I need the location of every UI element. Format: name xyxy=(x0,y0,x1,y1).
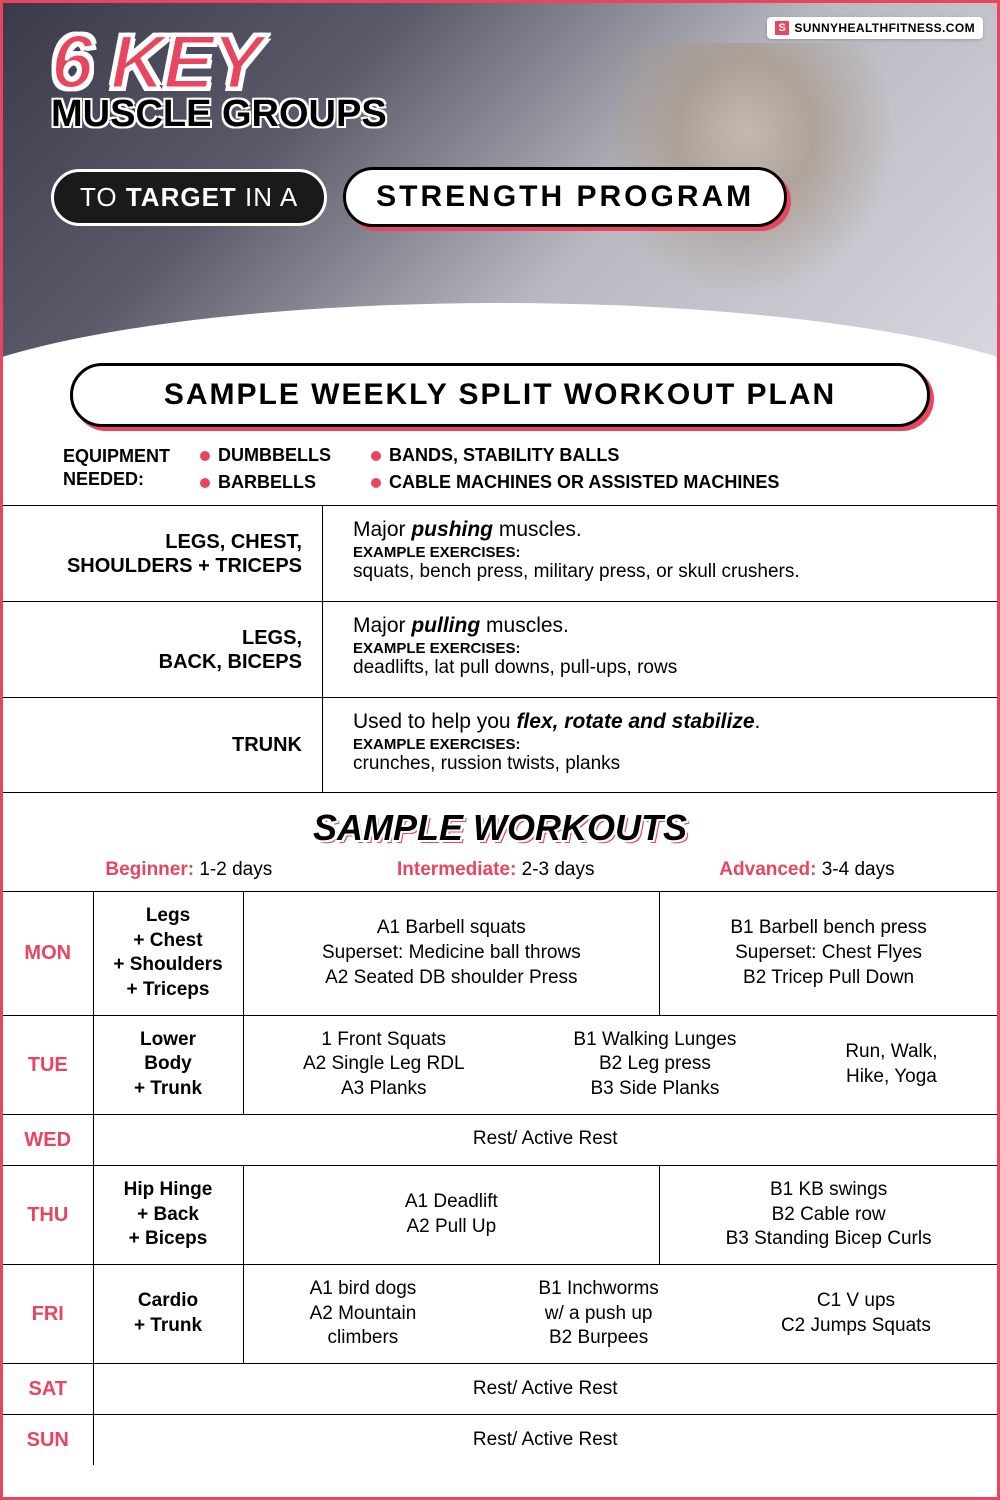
workout-cell: B1 Barbell bench press Superset: Chest F… xyxy=(660,892,997,1016)
level-advanced: Advanced: 3-4 days xyxy=(719,859,894,881)
equipment-col2: BANDS, STABILITY BALLS CABLE MACHINES OR… xyxy=(371,445,779,493)
examples-label: EXAMPLE EXERCISES: xyxy=(353,736,967,753)
day-cell: TUE xyxy=(3,1015,93,1114)
table-row: THU Hip Hinge + Back + Biceps A1 Deadlif… xyxy=(3,1165,997,1264)
group-row: TRUNK Used to help you flex, rotate and … xyxy=(3,697,997,793)
bullet-icon xyxy=(200,478,210,488)
group-name: TRUNK xyxy=(3,698,323,792)
table-row: SAT Rest/ Active Rest xyxy=(3,1363,997,1414)
day-cell: FRI xyxy=(3,1264,93,1363)
day-cell: WED xyxy=(3,1114,93,1165)
table-row: MON Legs + Chest + Shoulders + Triceps A… xyxy=(3,892,997,1016)
brand-watermark: S SUNNYHEALTHFITNESS.COM xyxy=(767,17,983,39)
infographic-container: S SUNNYHEALTHFITNESS.COM 6 KEY MUSCLE GR… xyxy=(0,0,1000,1500)
group-name: LEGS, BACK, BICEPS xyxy=(3,602,323,697)
hero-section: S SUNNYHEALTHFITNESS.COM 6 KEY MUSCLE GR… xyxy=(3,3,997,383)
workout-cell: B1 KB swings B2 Cable row B3 Standing Bi… xyxy=(660,1165,997,1264)
title-block: 6 KEY MUSCLE GROUPS xyxy=(51,29,387,136)
examples-list: squats, bench press, military press, or … xyxy=(353,561,967,583)
group-desc: Major pushing muscles. xyxy=(353,518,967,542)
level-beginner: Beginner: 1-2 days xyxy=(105,859,272,881)
day-cell: SAT xyxy=(3,1363,93,1414)
rest-cell: Rest/ Active Rest xyxy=(93,1363,997,1414)
group-row: LEGS, CHEST, SHOULDERS + TRICEPS Major p… xyxy=(3,505,997,601)
levels-row: Beginner: 1-2 days Intermediate: 2-3 day… xyxy=(3,859,997,891)
examples-label: EXAMPLE EXERCISES: xyxy=(353,640,967,657)
level-intermediate: Intermediate: 2-3 days xyxy=(397,859,594,881)
table-row: FRI Cardio + Trunk A1 bird dogs A2 Mount… xyxy=(3,1264,997,1363)
group-desc: Major pulling muscles. xyxy=(353,614,967,638)
workout-cell: 1 Front Squats A2 Single Leg RDL A3 Plan… xyxy=(243,1015,997,1114)
bullet-icon xyxy=(371,478,381,488)
subtitle-row: TO TARGET IN A STRENGTH PROGRAM xyxy=(51,167,787,227)
brand-icon: S xyxy=(775,21,789,35)
table-row: TUE Lower Body + Trunk 1 Front Squats A2… xyxy=(3,1015,997,1114)
day-cell: SUN xyxy=(3,1414,93,1465)
subtitle-pill-dark: TO TARGET IN A xyxy=(51,169,327,226)
brand-text: SUNNYHEALTHFITNESS.COM xyxy=(794,21,975,35)
schedule-table: MON Legs + Chest + Shoulders + Triceps A… xyxy=(3,891,997,1465)
examples-list: deadlifts, lat pull downs, pull-ups, row… xyxy=(353,657,967,679)
workout-cell: A1 bird dogs A2 Mountain climbers B1 Inc… xyxy=(243,1264,997,1363)
equipment-row: EQUIPMENTNEEDED: DUMBBELLS BARBELLS BAND… xyxy=(3,427,997,505)
bullet-icon xyxy=(371,451,381,461)
equipment-label: EQUIPMENTNEEDED: xyxy=(63,445,170,492)
workout-cell: A1 Deadlift A2 Pull Up xyxy=(243,1165,660,1264)
bullet-icon xyxy=(200,451,210,461)
focus-cell: Legs + Chest + Shoulders + Triceps xyxy=(93,892,243,1016)
focus-cell: Hip Hinge + Back + Biceps xyxy=(93,1165,243,1264)
group-row: LEGS, BACK, BICEPS Major pulling muscles… xyxy=(3,601,997,697)
muscle-groups: LEGS, CHEST, SHOULDERS + TRICEPS Major p… xyxy=(3,505,997,793)
section-title: SAMPLE WEEKLY SPLIT WORKOUT PLAN xyxy=(70,363,930,427)
rest-cell: Rest/ Active Rest xyxy=(93,1114,997,1165)
day-cell: THU xyxy=(3,1165,93,1264)
subtitle-pill-light: STRENGTH PROGRAM xyxy=(343,167,787,227)
examples-list: crunches, russion twists, planks xyxy=(353,753,967,775)
equipment-col1: DUMBBELLS BARBELLS xyxy=(200,445,331,493)
focus-cell: Lower Body + Trunk xyxy=(93,1015,243,1114)
title-line2: MUSCLE GROUPS xyxy=(51,93,387,136)
group-name: LEGS, CHEST, SHOULDERS + TRICEPS xyxy=(3,506,323,601)
table-row: WED Rest/ Active Rest xyxy=(3,1114,997,1165)
examples-label: EXAMPLE EXERCISES: xyxy=(353,544,967,561)
workout-cell: A1 Barbell squats Superset: Medicine bal… xyxy=(243,892,660,1016)
table-row: SUN Rest/ Active Rest xyxy=(3,1414,997,1465)
day-cell: MON xyxy=(3,892,93,1016)
title-line1: 6 KEY xyxy=(51,29,387,97)
focus-cell: Cardio + Trunk xyxy=(93,1264,243,1363)
group-desc: Used to help you flex, rotate and stabil… xyxy=(353,710,967,734)
rest-cell: Rest/ Active Rest xyxy=(93,1414,997,1465)
workouts-title: SAMPLE WORKOUTS xyxy=(3,807,997,849)
